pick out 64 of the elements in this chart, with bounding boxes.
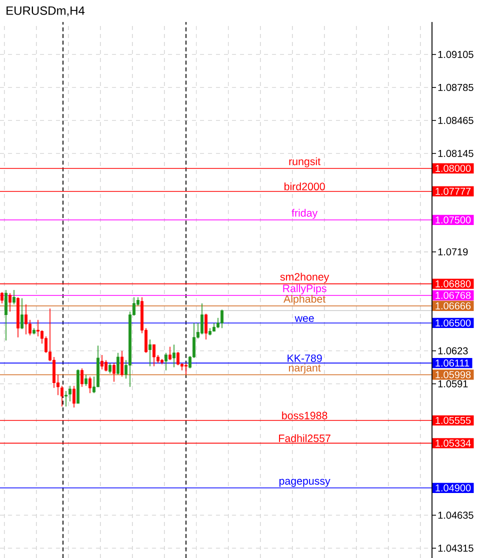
- candlestick: [184, 362, 188, 375]
- candlestick: [68, 385, 72, 402]
- candlestick: [120, 350, 124, 377]
- candlestick: [168, 346, 172, 360]
- candlestick: [20, 298, 24, 330]
- candlestick: [80, 368, 84, 388]
- y-tick-label: 1.08785: [438, 84, 474, 91]
- ref-line-label: rungsit: [289, 157, 320, 168]
- candlestick: [104, 360, 108, 372]
- ref-line-label: bird2000: [284, 182, 325, 190]
- candlestick: [36, 319, 40, 337]
- text: 1.05334: [436, 440, 471, 447]
- candlestick: [100, 354, 104, 370]
- ref-line-label: pagepussy: [279, 478, 330, 487]
- candlestick: [164, 352, 168, 371]
- text: 1.08000: [436, 164, 471, 172]
- text: 1.06666: [436, 302, 471, 310]
- ref-line-label: narjant: [288, 364, 321, 374]
- y-tick-label: 1.0591: [438, 380, 468, 388]
- candlestick: [4, 290, 8, 341]
- y-tick-label: 1.08465: [438, 116, 474, 124]
- candlestick: [172, 344, 176, 368]
- text: 1.05998: [436, 371, 471, 378]
- ref-line-label: boss1988: [282, 411, 328, 420]
- candlestick: [72, 385, 76, 408]
- y-tick-label: 1.04315: [438, 544, 474, 552]
- candlestick: [152, 344, 156, 367]
- text: 1.04900: [436, 484, 471, 492]
- y-tick-label: 1.09105: [438, 50, 474, 58]
- text: 1.06768: [436, 292, 471, 299]
- candlestick: [60, 385, 64, 407]
- candlestick: [148, 339, 152, 367]
- candlestick: [112, 362, 116, 382]
- candlestick: [12, 290, 16, 305]
- candlestick: [116, 352, 120, 375]
- candlestick: [176, 351, 180, 366]
- text: 1.06500: [436, 319, 471, 327]
- candlestick: [8, 292, 12, 312]
- text: 1.06880: [436, 280, 471, 288]
- ref-line-label: KK-789: [288, 354, 322, 362]
- y-tick-label: 1.08145: [438, 150, 474, 157]
- text: 1.05555: [436, 416, 471, 424]
- candlestick: [88, 376, 92, 394]
- ref-line-label: wee: [294, 316, 314, 322]
- candlestick: [204, 313, 208, 340]
- candlestick: [220, 309, 224, 329]
- ref-line-label: Alphabet: [284, 294, 326, 305]
- y-tick-label: 1.04635: [438, 512, 474, 519]
- text: 1.07777: [436, 188, 471, 195]
- candlestick: [200, 303, 204, 335]
- y-tick-label: 1.0719: [438, 248, 468, 256]
- y-tick-label: 1.0623: [438, 347, 468, 354]
- candlestick: [64, 390, 68, 407]
- text: 1.06111: [436, 360, 470, 367]
- candlestick: [108, 362, 112, 374]
- ref-line-label: RallyPips: [283, 284, 326, 294]
- text: 1.07500: [436, 216, 471, 224]
- ref-line-label: sm2honey: [280, 272, 330, 283]
- candlestick: [24, 304, 28, 335]
- ref-line-label: friday: [292, 208, 318, 219]
- candlestick: [84, 374, 88, 386]
- chart-title: EURUSDm,H4: [6, 6, 85, 16]
- candlestick: [0, 292, 4, 304]
- ref-line-label: Fadhil2557: [279, 434, 330, 442]
